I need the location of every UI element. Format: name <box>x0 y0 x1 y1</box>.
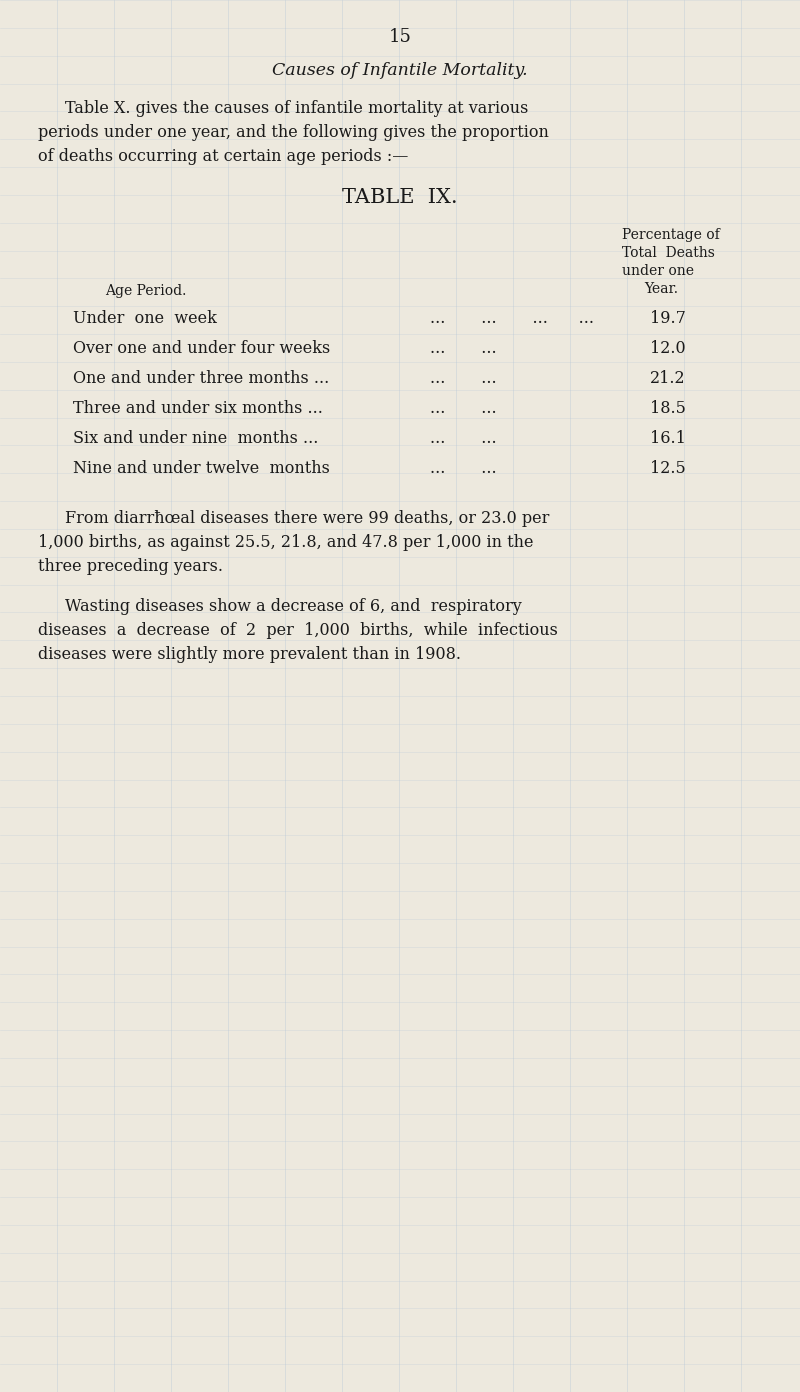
Text: ...       ...: ... ... <box>430 370 497 387</box>
Text: TABLE  IX.: TABLE IX. <box>342 188 458 207</box>
Text: Table X. gives the causes of infantile mortality at various: Table X. gives the causes of infantile m… <box>65 100 528 117</box>
Text: 21.2: 21.2 <box>650 370 686 387</box>
Text: Age Period.: Age Period. <box>105 284 186 298</box>
Text: diseases were slightly more prevalent than in 1908.: diseases were slightly more prevalent th… <box>38 646 461 663</box>
Text: 16.1: 16.1 <box>650 430 686 447</box>
Text: Three and under six months ...: Three and under six months ... <box>73 400 323 418</box>
Text: Percentage of: Percentage of <box>622 228 720 242</box>
Text: Nine and under twelve  months: Nine and under twelve months <box>73 459 330 477</box>
Text: Causes of Infantile Mortality.: Causes of Infantile Mortality. <box>272 63 528 79</box>
Text: under one: under one <box>622 264 694 278</box>
Text: of deaths occurring at certain age periods :—: of deaths occurring at certain age perio… <box>38 148 408 166</box>
Text: From diarrħœal diseases there were 99 deaths, or 23.0 per: From diarrħœal diseases there were 99 de… <box>65 509 550 528</box>
Text: One and under three months ...: One and under three months ... <box>73 370 330 387</box>
Text: 12.0: 12.0 <box>650 340 686 356</box>
Text: 18.5: 18.5 <box>650 400 686 418</box>
Text: ...       ...: ... ... <box>430 459 497 477</box>
Text: Wasting diseases show a decrease of 6, and  respiratory: Wasting diseases show a decrease of 6, a… <box>65 599 522 615</box>
Text: diseases  a  decrease  of  2  per  1,000  births,  while  infectious: diseases a decrease of 2 per 1,000 birth… <box>38 622 558 639</box>
Text: ...       ...: ... ... <box>430 430 497 447</box>
Text: Under  one  week: Under one week <box>73 310 217 327</box>
Text: Year.: Year. <box>644 283 678 296</box>
Text: periods under one year, and the following gives the proportion: periods under one year, and the followin… <box>38 124 549 141</box>
Text: Six and under nine  months ...: Six and under nine months ... <box>73 430 318 447</box>
Text: ...       ...: ... ... <box>430 340 497 356</box>
Text: ...       ...: ... ... <box>430 400 497 418</box>
Text: 19.7: 19.7 <box>650 310 686 327</box>
Text: Total  Deaths: Total Deaths <box>622 246 715 260</box>
Text: 1,000 births, as against 25.5, 21.8, and 47.8 per 1,000 in the: 1,000 births, as against 25.5, 21.8, and… <box>38 535 534 551</box>
Text: 12.5: 12.5 <box>650 459 686 477</box>
Text: three preceding years.: three preceding years. <box>38 558 223 575</box>
Text: 15: 15 <box>389 28 411 46</box>
Text: ...       ...       ...      ...: ... ... ... ... <box>430 310 594 327</box>
Text: Over one and under four weeks: Over one and under four weeks <box>73 340 330 356</box>
